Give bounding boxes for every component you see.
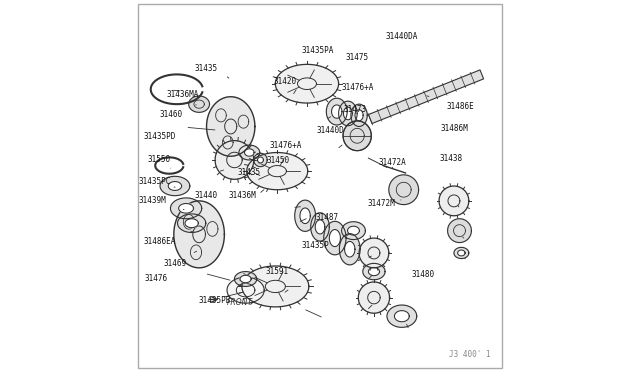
Text: 31435PC: 31435PC: [138, 177, 171, 186]
Text: 31487: 31487: [315, 213, 339, 222]
Text: 31476+A: 31476+A: [341, 83, 373, 92]
Polygon shape: [300, 208, 310, 224]
Polygon shape: [275, 64, 339, 103]
Polygon shape: [324, 221, 346, 255]
Polygon shape: [207, 97, 255, 156]
Text: 31476: 31476: [144, 274, 167, 283]
Text: 31486EA: 31486EA: [144, 237, 176, 246]
Polygon shape: [244, 149, 254, 156]
Text: 31473: 31473: [344, 105, 367, 114]
Polygon shape: [170, 198, 202, 219]
Polygon shape: [332, 105, 342, 118]
Polygon shape: [359, 238, 389, 268]
Polygon shape: [326, 98, 347, 125]
Text: 31440DA: 31440DA: [386, 32, 418, 41]
Polygon shape: [315, 220, 325, 234]
Polygon shape: [330, 230, 340, 247]
Text: 31435PB: 31435PB: [199, 296, 231, 305]
Text: 31436M: 31436M: [228, 191, 256, 200]
Polygon shape: [234, 272, 257, 286]
Polygon shape: [257, 157, 264, 163]
Text: 31476+A: 31476+A: [269, 141, 302, 150]
Polygon shape: [310, 213, 330, 241]
Polygon shape: [294, 200, 316, 231]
Text: 31436MA: 31436MA: [166, 90, 198, 99]
Text: 31435PA: 31435PA: [302, 46, 334, 55]
Polygon shape: [239, 145, 260, 160]
Text: 31486M: 31486M: [440, 124, 468, 133]
Text: 31469: 31469: [163, 259, 186, 268]
Polygon shape: [439, 186, 468, 216]
Polygon shape: [215, 141, 254, 179]
Polygon shape: [343, 121, 371, 151]
Text: 31480: 31480: [412, 270, 435, 279]
Polygon shape: [339, 234, 360, 265]
Text: 31420: 31420: [273, 77, 296, 86]
Polygon shape: [240, 275, 251, 283]
Polygon shape: [358, 282, 390, 313]
Polygon shape: [242, 266, 309, 307]
Text: 31440D: 31440D: [317, 126, 344, 135]
Text: 31550: 31550: [148, 155, 171, 164]
Polygon shape: [355, 110, 363, 121]
Polygon shape: [454, 247, 468, 259]
Polygon shape: [339, 101, 357, 126]
Text: 31486E: 31486E: [447, 102, 474, 110]
Polygon shape: [348, 226, 360, 235]
Polygon shape: [342, 222, 365, 240]
Text: 31435P: 31435P: [301, 241, 330, 250]
Polygon shape: [179, 203, 193, 213]
Polygon shape: [254, 153, 267, 167]
Polygon shape: [177, 214, 206, 232]
Text: FRONT: FRONT: [227, 298, 253, 307]
Polygon shape: [344, 241, 355, 257]
Text: J3 400' 1: J3 400' 1: [449, 350, 491, 359]
Polygon shape: [160, 176, 190, 196]
Text: 31435PD: 31435PD: [143, 132, 175, 141]
Polygon shape: [369, 267, 380, 276]
Polygon shape: [387, 305, 417, 327]
Polygon shape: [344, 107, 353, 120]
Text: 31435: 31435: [195, 64, 218, 73]
Text: 31472M: 31472M: [367, 199, 396, 208]
Polygon shape: [189, 96, 209, 112]
Polygon shape: [246, 153, 308, 190]
Text: 31472A: 31472A: [379, 158, 406, 167]
Text: 31438: 31438: [440, 154, 463, 163]
Polygon shape: [369, 70, 484, 124]
Text: 31439M: 31439M: [139, 196, 166, 205]
Polygon shape: [227, 277, 264, 303]
Polygon shape: [394, 311, 410, 322]
Text: 31591: 31591: [266, 267, 289, 276]
Polygon shape: [389, 175, 419, 205]
Polygon shape: [458, 250, 465, 256]
Polygon shape: [363, 263, 385, 280]
Text: 31475: 31475: [346, 53, 369, 62]
Polygon shape: [168, 182, 182, 190]
Text: 31460: 31460: [159, 110, 183, 119]
Polygon shape: [447, 219, 472, 243]
Polygon shape: [185, 219, 198, 228]
Text: 31450: 31450: [267, 156, 290, 165]
Text: 31435: 31435: [237, 169, 261, 177]
Text: 31440: 31440: [195, 191, 218, 200]
Polygon shape: [351, 104, 367, 126]
Polygon shape: [174, 201, 225, 268]
